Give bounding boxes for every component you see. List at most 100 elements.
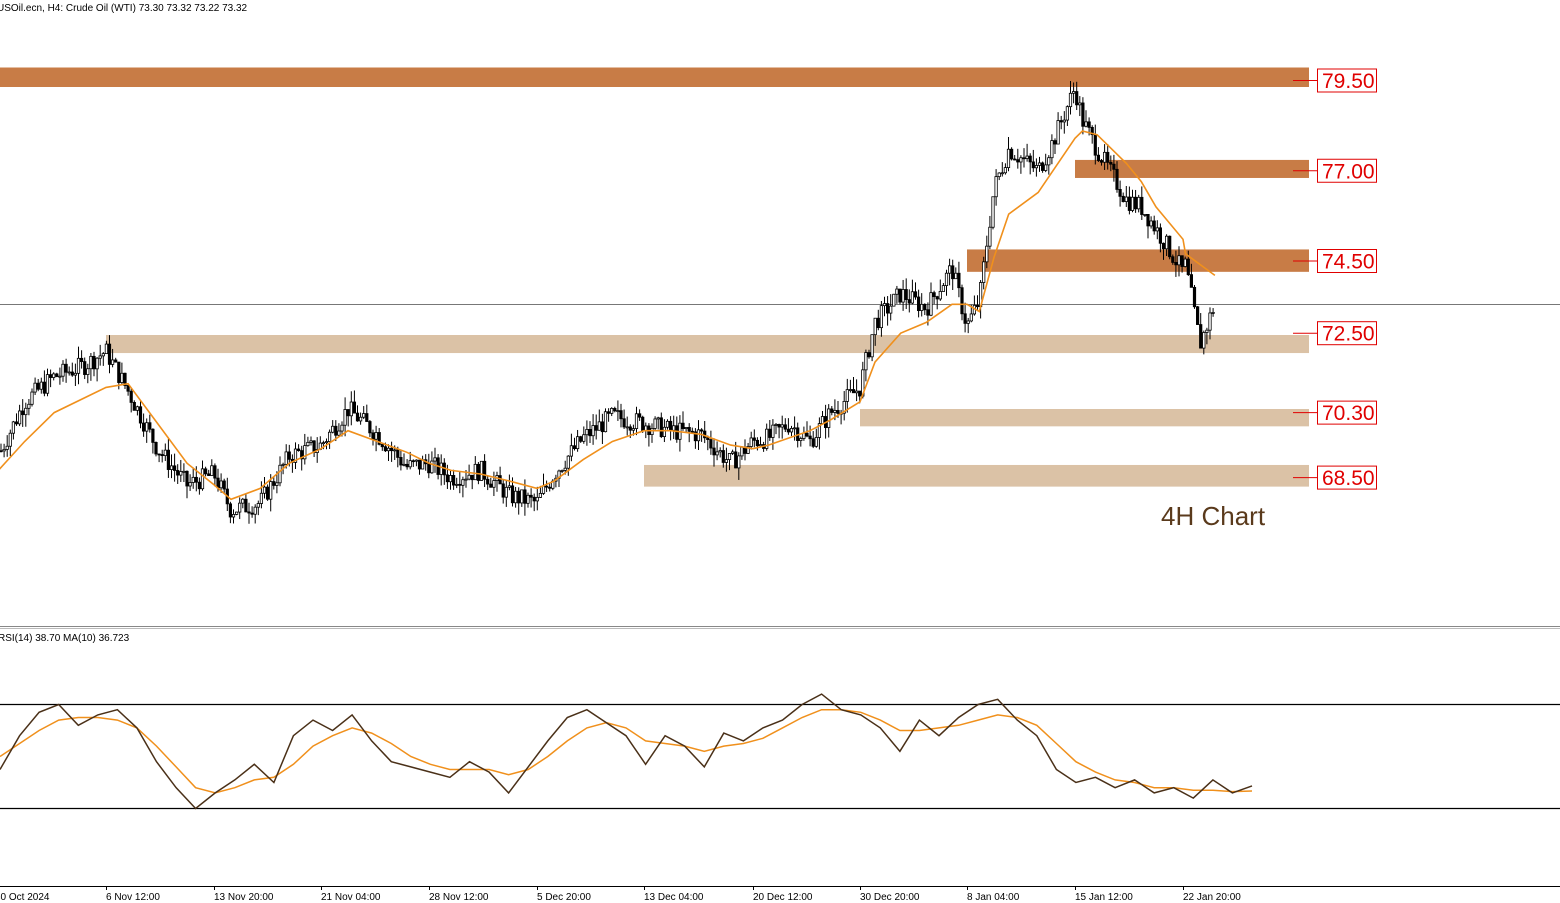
candle-body	[650, 428, 654, 436]
candle	[2, 443, 6, 458]
candle-body	[1124, 196, 1128, 203]
candle-body	[234, 511, 239, 515]
candle-body	[752, 437, 756, 441]
candle-body	[120, 372, 124, 383]
candle-body	[430, 460, 434, 474]
candle-body	[489, 483, 493, 488]
candle	[250, 506, 254, 518]
candle-body	[36, 382, 40, 390]
candle-body	[833, 410, 837, 413]
candle-body	[414, 459, 419, 462]
candle-body	[123, 372, 127, 386]
candle	[1137, 194, 1141, 213]
candle	[1068, 81, 1073, 115]
candle-body	[628, 426, 632, 431]
candle	[417, 459, 422, 475]
candle-body	[920, 303, 924, 311]
candle-body	[492, 480, 496, 488]
candle-body	[1158, 227, 1162, 244]
candle-body	[1065, 106, 1069, 121]
candle	[935, 295, 939, 310]
candle-body	[1171, 256, 1175, 263]
candle-body	[923, 303, 927, 311]
candle	[923, 303, 927, 316]
candle-body	[98, 355, 102, 359]
candle	[141, 413, 146, 437]
candle	[461, 476, 465, 498]
candle-body	[331, 425, 335, 433]
candle	[560, 469, 564, 474]
level-label-70.30: 70.30	[1322, 402, 1375, 425]
candle	[470, 474, 474, 490]
candle	[675, 416, 679, 443]
candle	[1196, 305, 1200, 325]
candle-body	[957, 272, 961, 289]
candle-body	[1152, 220, 1156, 232]
candle	[1034, 158, 1038, 177]
candle-body	[389, 447, 394, 452]
candle	[913, 282, 918, 300]
candle-body	[941, 285, 946, 292]
candle-body	[352, 401, 357, 414]
candle-body	[793, 427, 797, 430]
candle-body	[451, 475, 456, 486]
level-label-72.50: 72.50	[1322, 323, 1375, 346]
level-label-79.50: 79.50	[1322, 70, 1375, 93]
candle-body	[1056, 120, 1060, 145]
candle-body	[882, 303, 887, 307]
candle-body	[45, 374, 50, 394]
candle-body	[786, 428, 791, 433]
candle-body	[669, 420, 673, 431]
candle	[207, 469, 211, 476]
candle	[1118, 180, 1122, 207]
candle	[244, 494, 248, 513]
candle-body	[1130, 196, 1135, 211]
candle-body	[148, 422, 152, 430]
candle-body	[39, 381, 43, 390]
candle-body	[690, 430, 694, 433]
candle-body	[362, 413, 366, 418]
candle-body	[631, 428, 636, 431]
candle-body	[287, 451, 291, 460]
candle	[616, 400, 620, 421]
candle	[448, 471, 453, 490]
candle-body	[706, 437, 710, 440]
candle-body	[1087, 121, 1091, 128]
candle-body	[1192, 286, 1197, 308]
candle-body	[55, 373, 59, 377]
candle	[98, 344, 102, 366]
candle-body	[548, 486, 552, 489]
candle-body	[1003, 167, 1008, 174]
candle-body	[482, 460, 487, 480]
candle-body	[672, 425, 676, 431]
candle-body	[138, 406, 143, 424]
candle-body	[932, 292, 936, 298]
candle-body	[1006, 148, 1011, 169]
candle-body	[244, 498, 248, 513]
candle-body	[194, 476, 198, 483]
candle-body	[1084, 121, 1088, 127]
candle-body	[135, 406, 139, 411]
candle	[895, 285, 899, 304]
candle	[681, 411, 685, 431]
time-label: 13 Dec 04:00	[644, 892, 704, 903]
candle	[718, 447, 722, 458]
candle	[1003, 163, 1008, 175]
candle-body	[1059, 120, 1063, 123]
candle-body	[634, 413, 639, 429]
candle	[45, 368, 50, 397]
candle-body	[1165, 235, 1169, 250]
candle	[535, 486, 539, 511]
candle	[774, 422, 778, 435]
candle-body	[901, 289, 905, 303]
candle-body	[1140, 196, 1144, 215]
candle	[1109, 155, 1113, 172]
candle	[1099, 159, 1104, 166]
candle-body	[994, 176, 998, 198]
candle	[473, 456, 477, 481]
candle-body	[886, 303, 890, 314]
candle	[603, 408, 608, 433]
candle-body	[70, 371, 74, 376]
candle	[848, 379, 853, 393]
candle-body	[1196, 306, 1200, 325]
